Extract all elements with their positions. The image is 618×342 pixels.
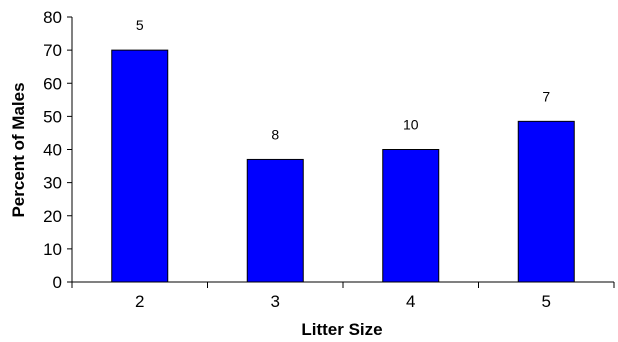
y-tick-label: 80 (43, 8, 62, 27)
y-axis-ticks: 0 10 20 30 40 50 60 70 80 (43, 8, 72, 292)
x-tick-label-4: 4 (406, 292, 415, 311)
y-tick-label: 40 (43, 141, 62, 160)
y-tick-label: 50 (43, 107, 62, 126)
bar-data-label-2: 5 (136, 17, 144, 33)
y-tick-label: 30 (43, 174, 62, 193)
y-tick-label: 20 (43, 207, 62, 226)
x-axis-ticks: 2 3 4 5 (71, 282, 615, 311)
y-tick-label: 10 (43, 240, 62, 259)
bar-3 (246, 158, 304, 283)
data-labels: 5 8 10 7 (136, 17, 551, 142)
x-tick-label-3: 3 (271, 292, 280, 311)
y-tick-label: 0 (53, 273, 62, 292)
y-axis-title: Percent of Males (9, 82, 28, 217)
x-tick-label-2: 2 (135, 292, 144, 311)
y-tick-label: 70 (43, 41, 62, 60)
bar-data-label-5: 7 (542, 88, 550, 104)
bar-2 (111, 49, 169, 283)
bars (111, 49, 575, 283)
bar-data-label-4: 10 (403, 117, 419, 133)
bar-5 (517, 120, 575, 283)
bar-4 (382, 149, 440, 283)
y-tick-label: 60 (43, 74, 62, 93)
bar-data-label-3: 8 (271, 126, 279, 142)
x-axis-title: Litter Size (301, 320, 382, 339)
x-tick-label-5: 5 (542, 292, 551, 311)
